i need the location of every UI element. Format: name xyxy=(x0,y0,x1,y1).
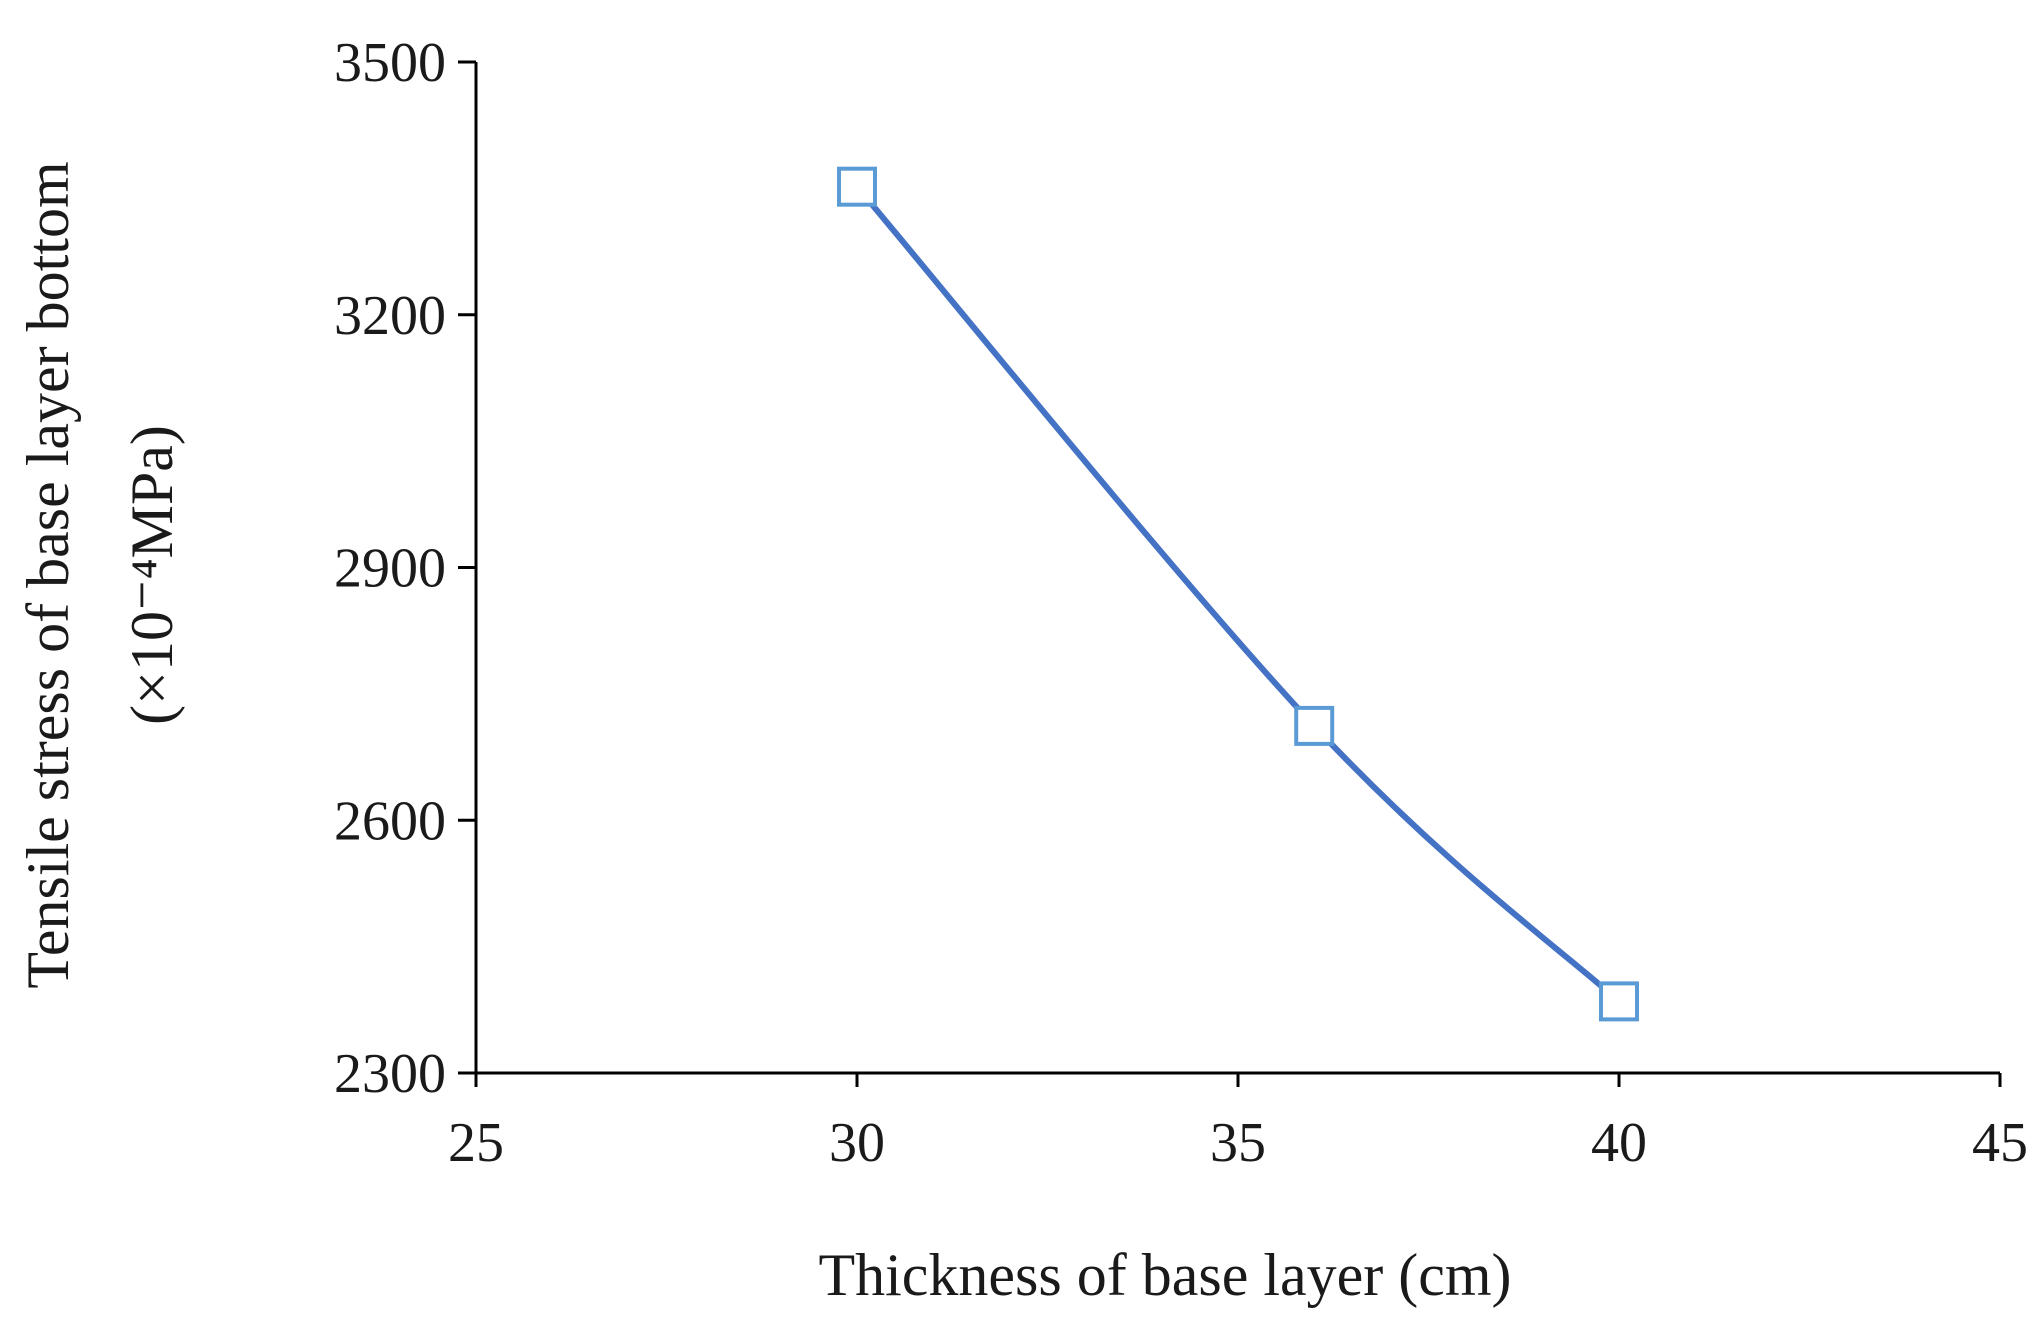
x-tick-label: 25 xyxy=(448,1112,504,1174)
y-tick-label: 3200 xyxy=(334,285,446,347)
y-axis-title-line2: (×10⁻⁴MPa) xyxy=(119,425,185,725)
y-tick-label: 2300 xyxy=(334,1043,446,1105)
series xyxy=(837,166,1639,1022)
y-axis-title: Tensile stress of base layer bottom (×10… xyxy=(15,161,185,988)
y-tick-label: 3500 xyxy=(334,32,446,94)
x-tick-label: 45 xyxy=(1972,1112,2028,1174)
x-tick-label: 40 xyxy=(1591,1112,1647,1174)
data-point-marker xyxy=(837,166,877,207)
data-point-marker xyxy=(1599,981,1639,1022)
y-ticks: 2300 2600 2900 3200 3500 xyxy=(334,32,476,1105)
series-line xyxy=(854,183,1622,1005)
x-ticks: 25 30 35 40 45 xyxy=(448,1073,2028,1174)
x-tick-label: 35 xyxy=(1210,1112,1266,1174)
data-point-marker xyxy=(1294,705,1335,746)
x-axis-title: Thickness of base layer (cm) xyxy=(818,1242,1511,1308)
x-tick-label: 30 xyxy=(829,1112,885,1174)
y-axis-title-line1: Tensile stress of base layer bottom xyxy=(15,161,81,988)
y-tick-label: 2900 xyxy=(334,538,446,600)
y-tick-label: 2600 xyxy=(334,790,446,852)
